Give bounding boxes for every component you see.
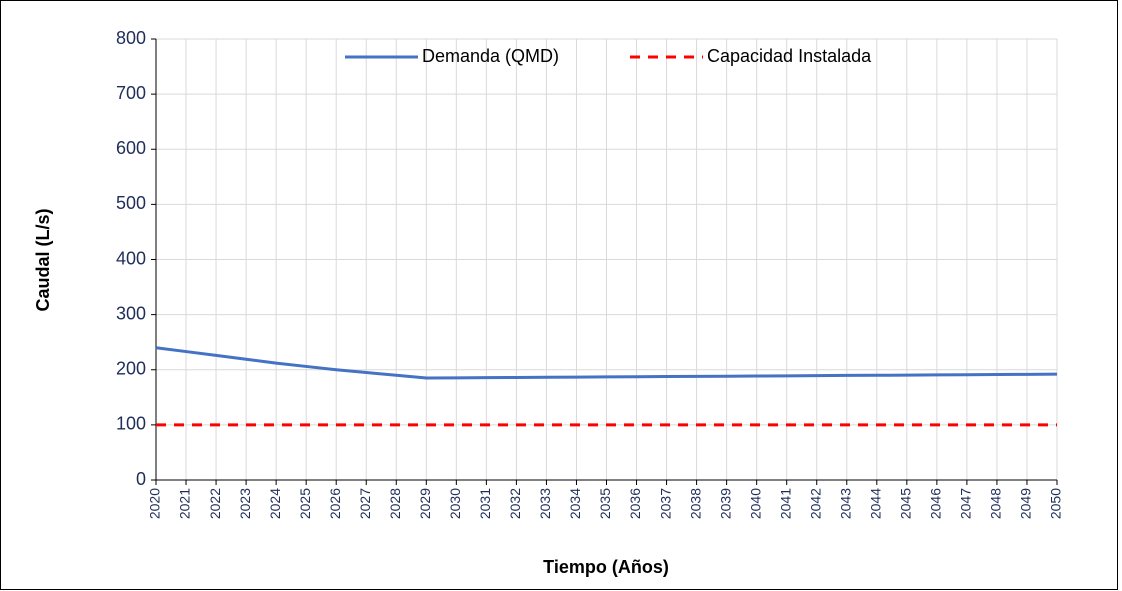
y-tick-label: 600 [116,138,146,158]
y-tick-label: 200 [116,359,146,379]
x-tick-label: 2037 [657,488,673,519]
x-tick-label: 2029 [417,488,433,519]
x-axis-title: Tiempo (Años) [543,557,669,577]
x-tick-label: 2048 [988,488,1004,519]
x-tick-label: 2034 [567,488,583,519]
y-tick-label: 700 [116,83,146,103]
x-tick-label: 2020 [147,488,163,519]
x-tick-label: 2035 [597,488,613,519]
x-tick-label: 2042 [807,488,823,519]
x-tick-label: 2044 [868,488,884,519]
y-tick-label: 800 [116,28,146,48]
x-tick-label: 2040 [747,488,763,519]
x-tick-label: 2033 [537,488,553,519]
x-tick-label: 2049 [1018,488,1034,519]
x-tick-label: 2043 [837,488,853,519]
x-tick-label: 2039 [717,488,733,519]
x-tick-label: 2031 [477,488,493,519]
x-tick-label: 2032 [507,488,523,519]
x-tick-label: 2028 [387,488,403,519]
x-tick-label: 2047 [958,488,974,519]
x-tick-label: 2021 [177,488,193,519]
x-tick-label: 2050 [1048,488,1064,519]
data-line [155,346,1058,380]
x-tick-label: 2023 [237,488,253,519]
y-axis-title: Caudal (L/s) [33,208,53,311]
y-tick-label: 400 [116,248,146,268]
y-tick-label: 0 [136,469,146,489]
x-tick-label: 2041 [777,488,793,519]
x-tick-label: 2046 [928,488,944,519]
legend-label: Demanda (QMD) [422,46,559,66]
y-tick-label: 500 [116,193,146,213]
x-tick-label: 2045 [898,488,914,519]
x-tick-label: 2038 [687,488,703,519]
y-tick-label: 300 [116,303,146,323]
x-tick-label: 2030 [447,488,463,519]
x-tick-label: 2025 [297,488,313,519]
x-tick-label: 2036 [627,488,643,519]
y-tick-label: 100 [116,414,146,434]
x-tick-label: 2024 [267,488,283,519]
legend-label: Capacidad Instalada [707,46,872,66]
x-tick-label: 2026 [327,488,343,519]
x-tick-label: 2022 [207,488,223,519]
x-tick-label: 2027 [357,488,373,519]
